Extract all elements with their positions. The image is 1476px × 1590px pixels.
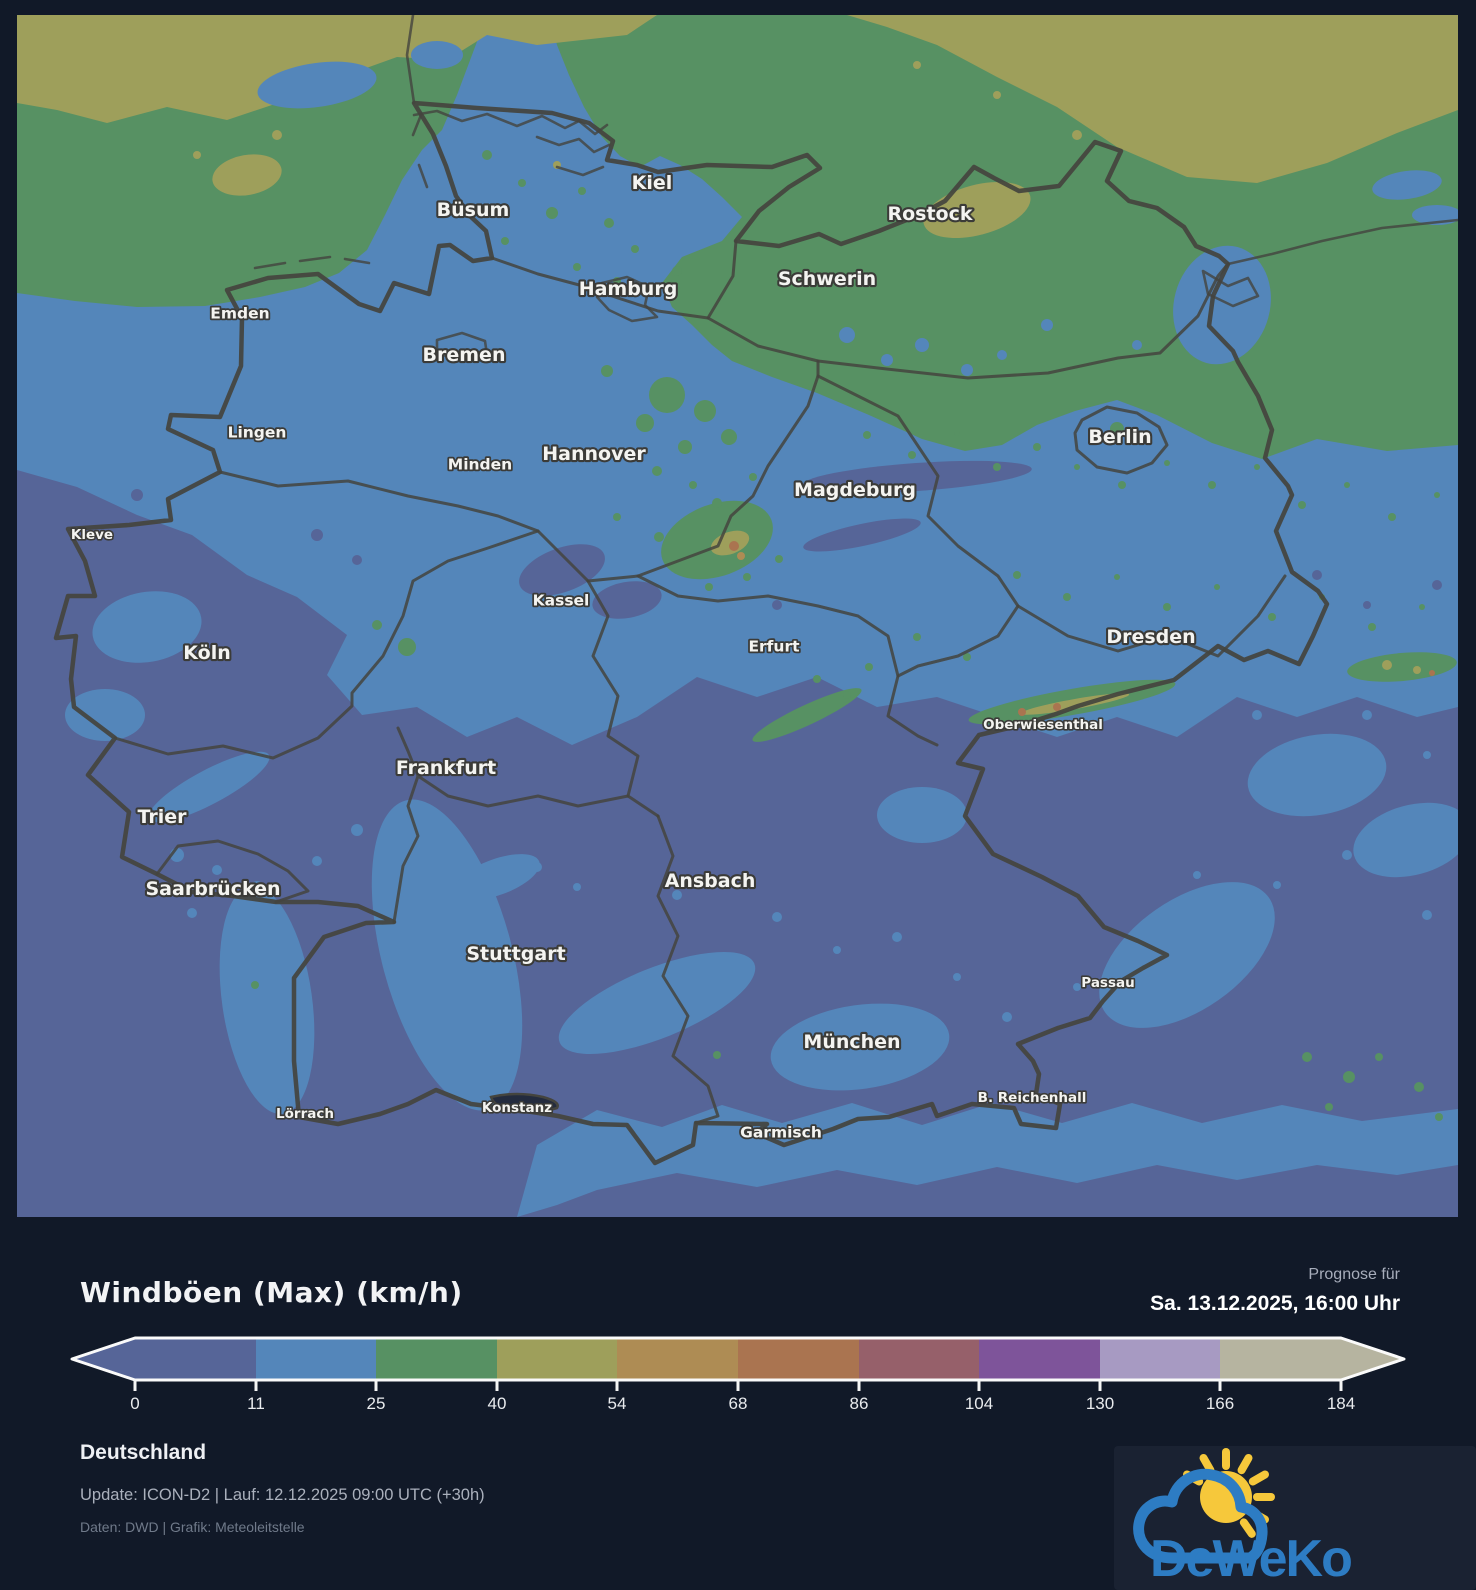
wind-zones xyxy=(17,15,1458,1217)
city-label-magdeburg: Magdeburg xyxy=(794,479,916,501)
city-label-garmisch: Garmisch xyxy=(740,1124,822,1142)
cloud-icon xyxy=(1133,1468,1268,1564)
city-label-ansbach: Ansbach xyxy=(665,870,756,892)
city-label-konstanz: Konstanz xyxy=(482,1100,552,1116)
city-label-frankfurt: Frankfurt xyxy=(396,757,496,779)
model-update-line: Update: ICON-D2 | Lauf: 12.12.2025 09:00… xyxy=(80,1486,485,1504)
city-label-lörrach: Lörrach xyxy=(276,1106,334,1122)
region-label: Deutschland xyxy=(80,1441,207,1464)
svg-text:166: 166 xyxy=(1206,1394,1234,1413)
svg-text:184: 184 xyxy=(1327,1394,1355,1413)
svg-text:68: 68 xyxy=(729,1394,748,1413)
city-label-stuttgart: Stuttgart xyxy=(466,943,565,965)
svg-text:104: 104 xyxy=(965,1394,993,1413)
svg-text:86: 86 xyxy=(850,1394,869,1413)
legend-tick-labels: 0 11 25 40 54 68 86 104 130 166 184 xyxy=(130,1394,1355,1413)
city-label-büsum: Büsum xyxy=(437,199,510,221)
svg-text:0: 0 xyxy=(130,1394,139,1413)
data-credit-line: Daten: DWD | Grafik: Meteoleitstelle xyxy=(80,1519,305,1535)
svg-text:25: 25 xyxy=(367,1394,386,1413)
state-borders xyxy=(113,239,1287,1125)
city-label-kiel: Kiel xyxy=(632,172,673,194)
city-label-oberwiesenthal: Oberwiesenthal xyxy=(983,717,1103,733)
city-label-emden: Emden xyxy=(210,305,269,323)
city-label-b-reichenhall: B. Reichenhall xyxy=(978,1090,1087,1106)
city-label-münchen: München xyxy=(803,1031,900,1053)
city-label-trier: Trier xyxy=(137,806,187,828)
color-scale-legend: 0 11 25 40 54 68 86 104 130 166 184 xyxy=(70,1336,1406,1413)
city-label-kleve: Kleve xyxy=(71,527,113,543)
forecast-time: Sa. 13.12.2025, 16:00 Uhr xyxy=(1150,1292,1400,1315)
city-label-hamburg: Hamburg xyxy=(579,278,678,300)
forecast-for-label: Prognose für xyxy=(1308,1266,1400,1283)
city-label-kassel: Kassel xyxy=(533,592,590,610)
deweko-logo-svg: DeWeKo xyxy=(1133,1448,1353,1588)
wind-map: Kiel Büsum Rostock Schwerin Hamburg Emden Brem… xyxy=(17,15,1458,1217)
city-label-schwerin: Schwerin xyxy=(778,268,876,290)
logo-wordmark: DeWeKo xyxy=(1150,1530,1351,1588)
legend-ticks xyxy=(133,1380,1343,1391)
city-label-passau: Passau xyxy=(1081,975,1134,991)
legend-swatches xyxy=(72,1338,1404,1380)
city-label-lingen: Lingen xyxy=(228,424,287,442)
svg-text:130: 130 xyxy=(1086,1394,1114,1413)
city-label-köln: Köln xyxy=(183,642,230,664)
city-label-berlin: Berlin xyxy=(1088,426,1151,448)
city-label-minden: Minden xyxy=(448,456,512,474)
country-borders xyxy=(53,15,1458,1166)
city-label-bremen: Bremen xyxy=(423,344,506,366)
svg-text:54: 54 xyxy=(608,1394,627,1413)
wind-map-svg: Kiel Büsum Rostock Schwerin Hamburg Emden Brem… xyxy=(17,15,1458,1217)
city-labels: Kiel Büsum Rostock Schwerin Hamburg Emden Brem… xyxy=(69,170,1197,1143)
city-label-erfurt: Erfurt xyxy=(748,638,800,656)
city-label-hannover: Hannover xyxy=(542,443,646,465)
svg-text:11: 11 xyxy=(247,1394,265,1413)
page-title: Windböen (Max) (km/h) xyxy=(80,1276,463,1309)
city-label-dresden: Dresden xyxy=(1106,626,1195,648)
footer: Windböen (Max) (km/h) Prognose für Sa. 1… xyxy=(0,1217,1476,1590)
city-label-rostock: Rostock xyxy=(887,203,972,225)
deweko-logo: DeWeKo xyxy=(1114,1446,1476,1590)
svg-text:40: 40 xyxy=(488,1394,507,1413)
city-label-saarbrücken: Saarbrücken xyxy=(146,878,281,900)
